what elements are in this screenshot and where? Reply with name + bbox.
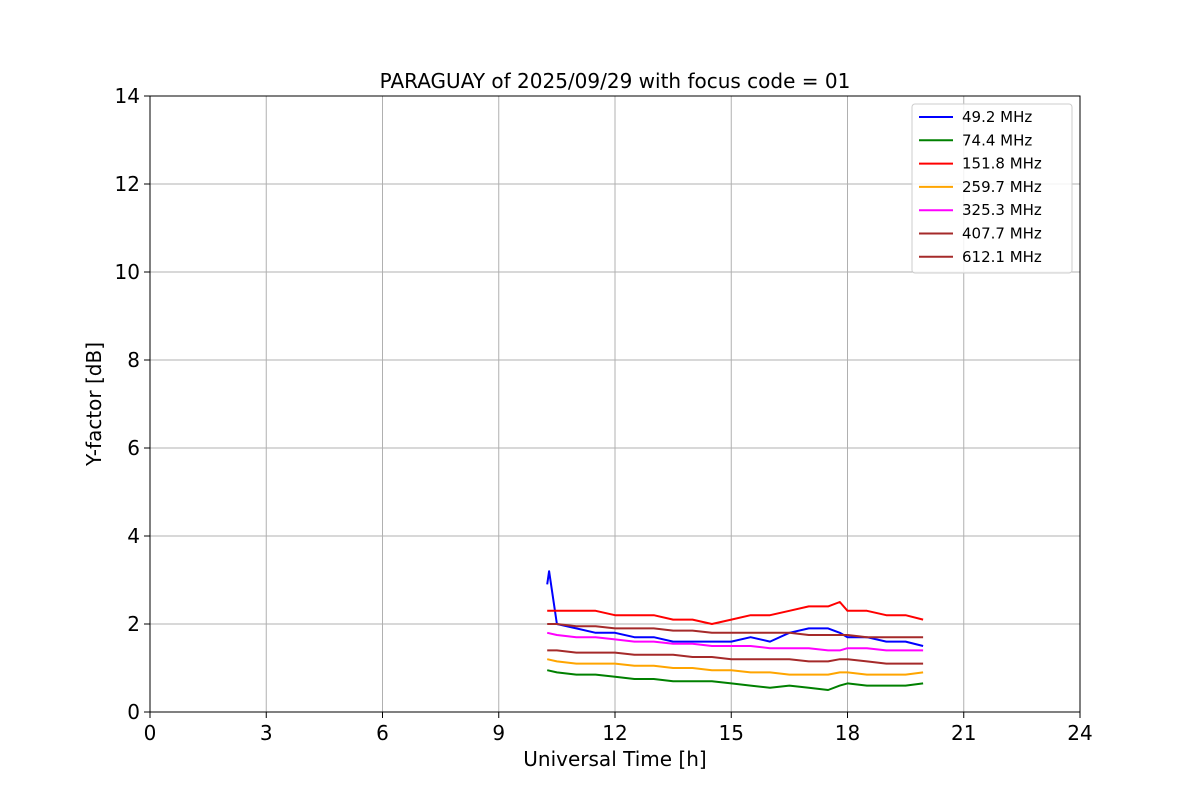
series-line-3 [546, 658, 924, 676]
y-tick-label: 6 [127, 436, 140, 460]
legend-label-5: 407.7 MHz [962, 225, 1042, 243]
legend-label-3: 259.7 MHz [962, 178, 1042, 196]
legend-label-4: 325.3 MHz [962, 201, 1042, 219]
y-tick-label: 0 [127, 700, 140, 724]
y-tick-label: 4 [127, 524, 140, 548]
x-tick-label: 3 [260, 721, 273, 745]
legend-label-6: 612.1 MHz [962, 248, 1042, 266]
x-tick-label: 9 [492, 721, 505, 745]
x-tick-label: 18 [835, 721, 860, 745]
series-lines [546, 570, 924, 691]
series-line-6 [547, 649, 924, 665]
x-tick-label: 15 [719, 721, 744, 745]
series-line-2 [547, 601, 924, 625]
y-tick-label: 14 [115, 84, 140, 108]
legend-label-0: 49.2 MHz [962, 108, 1032, 126]
series-line-0 [546, 570, 924, 647]
x-tick-label: 21 [951, 721, 976, 745]
x-axis-label: Universal Time [h] [523, 747, 706, 771]
series-line-5 [547, 623, 924, 639]
y-tick-label: 10 [115, 260, 140, 284]
y-tick-label: 8 [127, 348, 140, 372]
x-tick-label: 12 [602, 721, 627, 745]
series-line-1 [546, 669, 924, 691]
y-axis-label: Y-factor [dB] [82, 342, 106, 467]
chart-title: PARAGUAY of 2025/09/29 with focus code =… [380, 69, 851, 93]
y-tick-label: 12 [115, 172, 140, 196]
x-tick-label: 24 [1067, 721, 1092, 745]
legend-label-1: 74.4 MHz [962, 131, 1032, 149]
x-tick-label: 6 [376, 721, 389, 745]
legend-box [911, 103, 1073, 274]
y-tick-label: 2 [127, 612, 140, 636]
series-line-4 [546, 631, 924, 652]
legend-label-2: 151.8 MHz [962, 155, 1042, 173]
x-tick-label: 0 [144, 721, 157, 745]
legend: 49.2 MHz 74.4 MHz 151.8 MHz 259.7 MHz 32… [911, 103, 1073, 274]
